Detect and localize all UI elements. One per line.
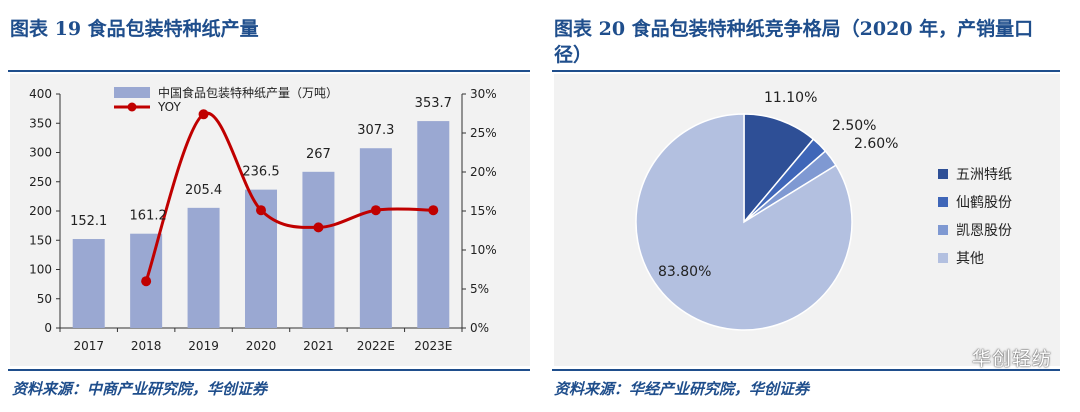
right-tick-label: 20% [470, 165, 497, 179]
right-tick-label: 10% [470, 243, 497, 257]
yoy-point [370, 205, 381, 216]
yoy-point [198, 109, 209, 120]
legend-line-label: YOY [157, 100, 181, 114]
yoy-point [428, 205, 439, 216]
left-figure-panel: 图表 19 食品包装特种纸产量 0 50 100 150 200 250 300 350 400… [0, 0, 530, 412]
left-tick-label: 400 [29, 87, 52, 101]
legend-label: 凯恩股份 [956, 223, 1012, 239]
legend-swatch [938, 253, 948, 263]
legend-swatch [938, 197, 948, 207]
production-bar [302, 171, 335, 328]
right-source-rule [552, 369, 1060, 371]
legend-swatch [938, 225, 948, 235]
production-bar [417, 121, 450, 328]
left-tick-label: 200 [29, 204, 52, 218]
left-tick-label: 0 [44, 321, 52, 335]
x-tick-label: 2021 [303, 339, 334, 353]
bar-value-label: 307.3 [357, 123, 394, 138]
bar-value-label: 152.1 [70, 214, 107, 229]
right-source-note: 资料来源：华经产业研究院，华创证券 [554, 380, 810, 398]
legend-bar-label: 中国食品包装特种纸产量（万吨） [158, 85, 338, 100]
production-bar [72, 239, 105, 328]
legend-bar-swatch [114, 87, 150, 98]
production-bar-line-chart: 0 50 100 150 200 250 300 350 400 0% 5% 10% 15% 20% 25%… [29, 85, 497, 353]
pie-slice [635, 113, 853, 331]
pie-slice-label: 2.60% [854, 136, 898, 152]
pie-slice-label: 11.10% [764, 90, 817, 106]
right-tick-label: 15% [470, 204, 497, 218]
left-tick-label: 350 [29, 116, 52, 130]
right-figure-panel: 图表 20 食品包装特种纸竞争格局（2020 年，产销量口径） 11.10% 五洲… [548, 0, 1060, 412]
legend-label: 五洲特纸 [956, 167, 1012, 183]
market-share-pie-chart: 11.10% 五洲特纸 2.50% 仙鹤股份 2.60% 凯恩股份 83.80% 其他 [635, 90, 1012, 331]
production-bar [187, 207, 220, 328]
left-figure-title: 图表 19 食品包装特种纸产量 [10, 18, 259, 40]
right-figure-title: 图表 20 食品包装特种纸竞争格局（2020 年，产销量口径） [554, 18, 1034, 66]
pie-slice-label: 83.80% [658, 264, 711, 280]
left-tick-label: 50 [37, 292, 52, 306]
legend-swatch [938, 169, 948, 179]
production-bar [359, 148, 392, 328]
legend-label: 仙鹤股份 [956, 195, 1012, 211]
x-tick-label: 2020 [246, 339, 277, 353]
right-tick-label: 5% [470, 282, 489, 296]
wechat-watermark: 华创轻纺 [971, 348, 1052, 370]
left-tick-label: 150 [29, 233, 52, 247]
left-tick-label: 250 [29, 175, 52, 189]
left-source-note: 资料来源：中商产业研究院，华创证券 [12, 380, 268, 398]
right-tick-label: 25% [470, 126, 497, 140]
left-source-rule [8, 369, 530, 371]
yoy-point [256, 205, 266, 216]
legend-label: 其他 [956, 251, 984, 267]
x-tick-label: 2018 [131, 339, 162, 353]
legend-line-marker [127, 102, 137, 112]
bar-value-label: 236.5 [242, 165, 279, 180]
x-tick-label: 2017 [73, 339, 104, 353]
bar-value-label: 205.4 [185, 183, 222, 198]
left-title-rule [8, 70, 530, 72]
right-tick-label: 0% [470, 321, 489, 335]
left-tick-label: 300 [29, 146, 52, 160]
yoy-point [313, 222, 324, 233]
bar-value-label: 353.7 [415, 96, 452, 111]
x-tick-label: 2022E [357, 339, 395, 353]
x-tick-label: 2023E [414, 339, 452, 353]
pie-slice-label: 2.50% [832, 118, 876, 134]
bar-value-label: 161.2 [130, 209, 167, 224]
bar-value-label: 267 [306, 147, 331, 162]
pie-slice [743, 113, 815, 225]
right-tick-label: 30% [470, 87, 497, 101]
yoy-point [141, 276, 152, 287]
right-title-rule [552, 70, 1060, 72]
x-tick-label: 2019 [188, 339, 219, 353]
left-tick-label: 100 [29, 263, 52, 277]
